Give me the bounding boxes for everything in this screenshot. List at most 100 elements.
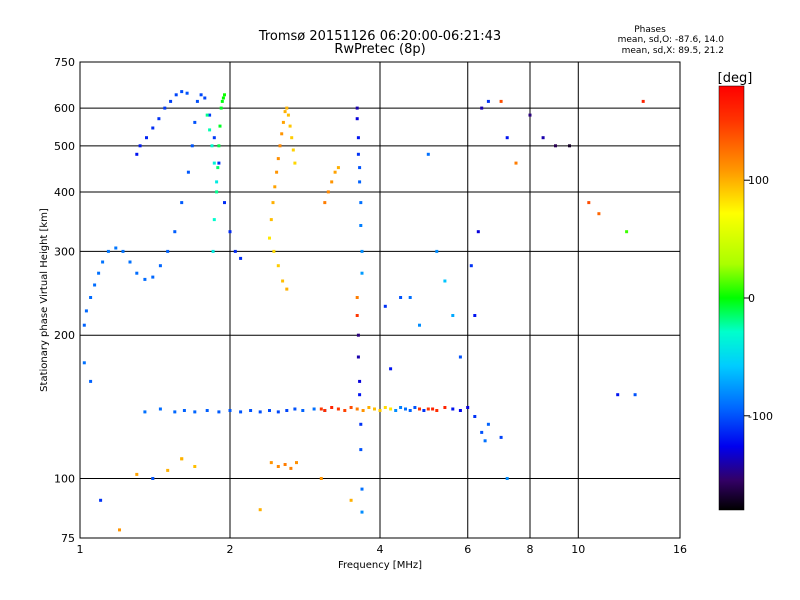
data-point bbox=[223, 93, 226, 97]
data-points bbox=[82, 90, 645, 532]
data-point bbox=[597, 212, 601, 216]
data-point bbox=[276, 410, 280, 414]
data-point bbox=[355, 407, 359, 411]
x-tick-label: 6 bbox=[464, 543, 471, 556]
data-point bbox=[499, 435, 503, 439]
data-point bbox=[541, 136, 545, 140]
data-point bbox=[358, 379, 362, 383]
data-point bbox=[158, 264, 162, 268]
data-point bbox=[476, 230, 480, 234]
data-point bbox=[151, 275, 155, 279]
data-point bbox=[333, 170, 337, 174]
data-point bbox=[355, 314, 359, 317]
data-point bbox=[275, 170, 279, 174]
data-point bbox=[336, 166, 340, 170]
y-tick-label: 750 bbox=[54, 56, 75, 69]
data-point bbox=[358, 180, 362, 184]
data-point bbox=[383, 406, 387, 409]
data-point bbox=[360, 249, 364, 253]
data-point bbox=[451, 314, 455, 317]
x-tick-label: 10 bbox=[571, 543, 585, 556]
data-point bbox=[404, 407, 407, 411]
data-point bbox=[451, 407, 455, 411]
data-point bbox=[323, 409, 327, 412]
data-point bbox=[208, 128, 212, 132]
data-point bbox=[358, 166, 362, 170]
data-point bbox=[283, 110, 287, 114]
data-point bbox=[89, 296, 93, 299]
data-point bbox=[378, 409, 382, 412]
y-tick-labels: 75 100 200 300 400 500 600 750 bbox=[54, 56, 75, 545]
data-point bbox=[220, 99, 224, 103]
data-point bbox=[330, 180, 334, 184]
data-point bbox=[295, 461, 298, 465]
data-point bbox=[218, 124, 222, 128]
data-point bbox=[383, 304, 387, 308]
data-point bbox=[174, 93, 178, 97]
data-point bbox=[356, 355, 360, 359]
data-point bbox=[180, 90, 184, 94]
data-point bbox=[145, 136, 148, 140]
data-point bbox=[301, 409, 305, 412]
data-point bbox=[426, 407, 430, 411]
data-point bbox=[473, 415, 477, 418]
colorbar-tick-label: -100 bbox=[748, 410, 773, 423]
data-point bbox=[431, 407, 435, 411]
data-point bbox=[272, 249, 276, 253]
data-point bbox=[271, 201, 275, 205]
data-point bbox=[169, 99, 173, 103]
plot-frame bbox=[79, 61, 681, 539]
data-point bbox=[239, 256, 243, 260]
data-point bbox=[293, 161, 297, 165]
data-point bbox=[121, 249, 125, 253]
data-point bbox=[473, 314, 477, 317]
data-point bbox=[157, 117, 161, 121]
stats-heading: Phases bbox=[634, 25, 666, 35]
data-point bbox=[285, 409, 289, 412]
data-point bbox=[458, 355, 462, 359]
data-point bbox=[480, 430, 484, 434]
data-point bbox=[199, 93, 203, 97]
data-point bbox=[418, 407, 421, 411]
data-point bbox=[269, 218, 273, 222]
data-point bbox=[151, 477, 155, 480]
y-tick-label: 100 bbox=[54, 473, 75, 486]
data-point bbox=[413, 406, 417, 409]
data-point bbox=[268, 236, 271, 240]
data-point bbox=[359, 422, 363, 426]
data-point bbox=[193, 410, 197, 414]
stats-line-x: mean, sd,X: 89.5, 21.2 bbox=[622, 46, 724, 56]
data-point bbox=[319, 477, 323, 480]
y-tick-label: 500 bbox=[54, 140, 75, 153]
data-point bbox=[249, 409, 253, 412]
y-tick-label: 600 bbox=[54, 102, 75, 115]
data-point bbox=[135, 271, 139, 275]
data-point bbox=[217, 410, 221, 414]
data-point bbox=[190, 144, 194, 148]
data-point bbox=[312, 407, 316, 411]
data-point bbox=[394, 409, 398, 412]
y-tick-label: 200 bbox=[54, 329, 75, 342]
data-point bbox=[180, 201, 184, 205]
data-point bbox=[211, 249, 215, 253]
data-point bbox=[355, 106, 359, 110]
data-point bbox=[84, 309, 88, 313]
data-point bbox=[336, 407, 340, 411]
data-point bbox=[138, 144, 142, 148]
data-point bbox=[355, 117, 359, 121]
data-point bbox=[210, 144, 214, 148]
data-point bbox=[118, 528, 121, 532]
data-point bbox=[106, 249, 110, 253]
data-point bbox=[135, 152, 139, 156]
data-point bbox=[195, 99, 199, 103]
data-point bbox=[293, 407, 297, 411]
data-point bbox=[233, 249, 237, 253]
data-point bbox=[281, 120, 285, 124]
data-point bbox=[239, 410, 243, 414]
data-point bbox=[223, 201, 226, 205]
data-point bbox=[616, 393, 620, 397]
colorbar-label: [deg] bbox=[718, 71, 753, 86]
data-point bbox=[343, 409, 347, 412]
data-point bbox=[349, 498, 353, 502]
chart-title: Tromsø 20151126 06:20:00-06:21:43 bbox=[258, 29, 501, 44]
